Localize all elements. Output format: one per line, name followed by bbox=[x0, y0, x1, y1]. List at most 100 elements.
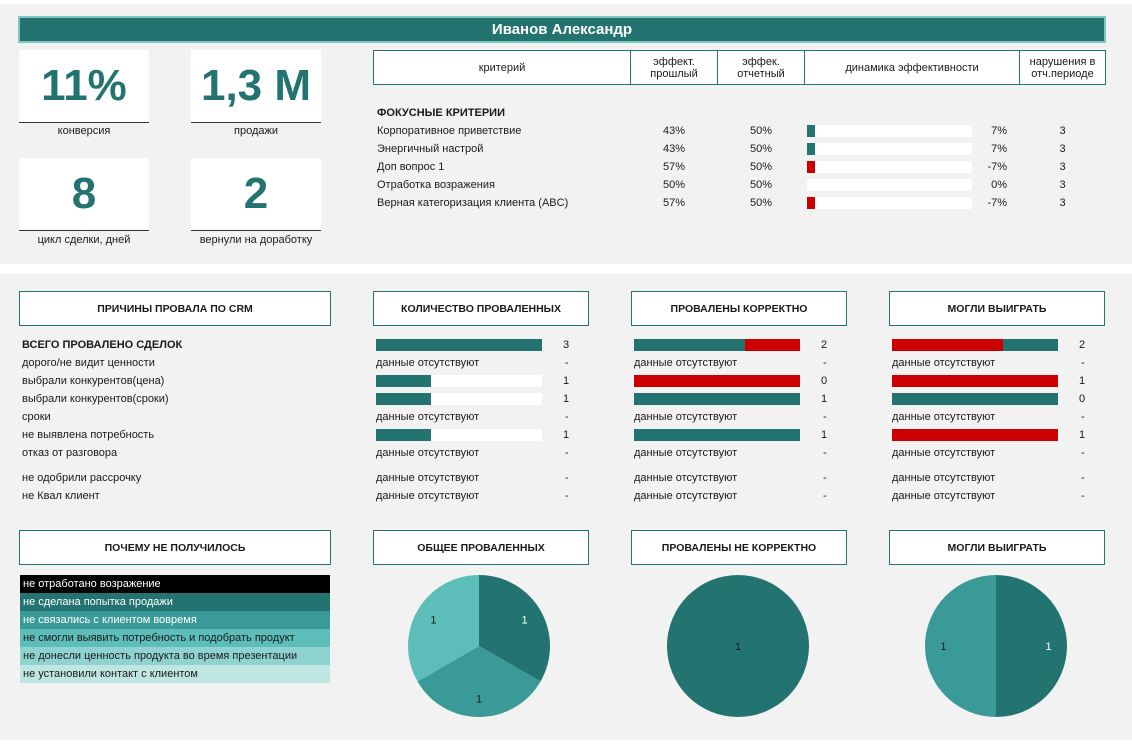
criterion-curr: 50% bbox=[749, 161, 773, 173]
crm-reason: выбрали конкурентов(сроки) bbox=[22, 393, 169, 405]
criterion-curr: 50% bbox=[749, 125, 773, 137]
why-legend-item: не сделана попытка продажи bbox=[20, 593, 330, 611]
no-data-dash: - bbox=[565, 447, 569, 459]
criterion-name: Энергичный настрой bbox=[377, 143, 484, 155]
correct-value: 1 bbox=[821, 429, 828, 441]
section-divider bbox=[0, 264, 1132, 274]
no-data-dash: - bbox=[823, 490, 827, 502]
correct-value: 0 bbox=[821, 375, 828, 387]
no-data-label: данные отсутствуют bbox=[634, 357, 738, 369]
no-data-dash: - bbox=[565, 472, 569, 484]
crm-reason: сроки bbox=[22, 411, 51, 423]
kpi-conversion-label: конверсия bbox=[57, 125, 111, 137]
criterion-curr: 50% bbox=[749, 143, 773, 155]
no-data-dash: - bbox=[1081, 411, 1085, 423]
no-data-label: данные отсутствуют bbox=[376, 472, 480, 484]
kpi-returned-value: 2 bbox=[191, 158, 321, 231]
could_win-bar bbox=[892, 429, 1058, 441]
no-data-dash: - bbox=[1081, 357, 1085, 369]
criterion-violations: 3 bbox=[1059, 197, 1066, 209]
header-curr-efficiency: эффек. отчетный bbox=[717, 50, 805, 85]
count-value: 1 bbox=[563, 429, 570, 441]
criterion-curr: 50% bbox=[749, 179, 773, 191]
no-data-dash: - bbox=[565, 357, 569, 369]
criterion-curr: 50% bbox=[749, 197, 773, 209]
no-data-label: данные отсутствуют bbox=[634, 490, 738, 502]
criterion-prev: 57% bbox=[662, 197, 686, 209]
why-legend-item: не связались с клиентом вовремя bbox=[20, 611, 330, 629]
header-pie-could-win: МОГЛИ ВЫИГРАТЬ bbox=[889, 530, 1105, 565]
bottom-strip bbox=[0, 740, 1132, 752]
count-bar bbox=[376, 375, 431, 387]
header-pie-total: ОБЩЕЕ ПРОВАЛЕННЫХ bbox=[373, 530, 589, 565]
no-data-dash: - bbox=[823, 411, 827, 423]
dynamics-bar-track bbox=[807, 197, 972, 209]
no-data-dash: - bbox=[565, 490, 569, 502]
no-data-label: данные отсутствуют bbox=[892, 357, 996, 369]
no-data-label: данные отсутствуют bbox=[892, 411, 996, 423]
criterion-violations: 3 bbox=[1059, 143, 1066, 155]
kpi-conversion-value: 11% bbox=[19, 50, 149, 123]
crm-reason: дорого/не видит ценности bbox=[22, 357, 155, 369]
pie-slice-label: 1 bbox=[940, 641, 946, 653]
no-data-label: данные отсутствуют bbox=[634, 411, 738, 423]
pie-slice bbox=[925, 575, 996, 717]
criterion-name: Отработка возражения bbox=[377, 179, 495, 191]
criterion-violations: 3 bbox=[1059, 179, 1066, 191]
no-data-dash: - bbox=[823, 472, 827, 484]
correct-value: 2 bbox=[821, 339, 828, 351]
criterion-prev: 43% bbox=[662, 143, 686, 155]
count-bar bbox=[376, 429, 431, 441]
criterion-dynamics: -7% bbox=[987, 197, 1007, 209]
criterion-prev: 43% bbox=[662, 125, 686, 137]
why-legend-item: не отработано возражение bbox=[20, 575, 330, 593]
no-data-label: данные отсутствуют bbox=[634, 447, 738, 459]
why-legend-item: не донесли ценность продукта во время пр… bbox=[20, 647, 330, 665]
no-data-label: данные отсутствуют bbox=[376, 357, 480, 369]
pie-slice-label: 1 bbox=[430, 615, 436, 627]
could_win-value: 0 bbox=[1079, 393, 1086, 405]
dynamics-bar bbox=[807, 143, 816, 155]
dynamics-bar bbox=[807, 125, 816, 137]
could_win-bar bbox=[892, 375, 1058, 387]
criterion-violations: 3 bbox=[1059, 161, 1066, 173]
dynamics-bar bbox=[807, 197, 816, 209]
dynamics-bar-track bbox=[807, 143, 972, 155]
could_win-bar-track bbox=[892, 393, 1058, 405]
no-data-dash: - bbox=[1081, 447, 1085, 459]
no-data-label: данные отсутствуют bbox=[376, 411, 480, 423]
no-data-label: данные отсутствуют bbox=[892, 447, 996, 459]
criterion-name: Корпоративное приветствие bbox=[377, 125, 522, 137]
no-data-dash: - bbox=[1081, 472, 1085, 484]
header-could-win: МОГЛИ ВЫИГРАТЬ bbox=[889, 291, 1105, 326]
header-pie-incorrect: ПРОВАЛЕНЫ НЕ КОРРЕКТНО bbox=[631, 530, 847, 565]
crm-reason: не одобрили рассрочку bbox=[22, 472, 142, 484]
kpi-sales-value: 1,3 М bbox=[191, 50, 321, 123]
no-data-label: данные отсутствуют bbox=[892, 490, 996, 502]
dynamics-bar bbox=[807, 161, 816, 173]
crm-reason: отказ от разговора bbox=[22, 447, 118, 459]
header-failed-count: КОЛИЧЕСТВО ПРОВАЛЕННЫХ bbox=[373, 291, 589, 326]
pie-slice bbox=[996, 575, 1067, 717]
correct-bar bbox=[634, 339, 746, 351]
no-data-label: данные отсутствуют bbox=[376, 447, 480, 459]
no-data-dash: - bbox=[565, 411, 569, 423]
correct-bar-track bbox=[634, 375, 800, 387]
dynamics-bar-track bbox=[807, 125, 972, 137]
crm-reason: выбрали конкурентов(цена) bbox=[22, 375, 165, 387]
count-value: 3 bbox=[563, 339, 570, 351]
dynamics-bar-track bbox=[807, 161, 972, 173]
no-data-label: данные отсутствуют bbox=[376, 490, 480, 502]
criterion-name: Верная категоризация клиента (ABC) bbox=[377, 197, 569, 209]
why-legend-item: не смогли выявить потребность и подобрат… bbox=[20, 629, 330, 647]
header-failed-correctly: ПРОВАЛЕНЫ КОРРЕКТНО bbox=[631, 291, 847, 326]
could_win-bar bbox=[892, 339, 1004, 351]
no-data-label: данные отсутствуют bbox=[892, 472, 996, 484]
focus-criteria-title: ФОКУСНЫЕ КРИТЕРИИ bbox=[377, 107, 505, 119]
criterion-violations: 3 bbox=[1059, 125, 1066, 137]
no-data-dash: - bbox=[823, 447, 827, 459]
employee-name-title: Иванов Александр bbox=[18, 16, 1106, 43]
could_win-value: 1 bbox=[1079, 429, 1086, 441]
criterion-name: Доп вопрос 1 bbox=[377, 161, 445, 173]
criterion-dynamics: -7% bbox=[987, 161, 1007, 173]
